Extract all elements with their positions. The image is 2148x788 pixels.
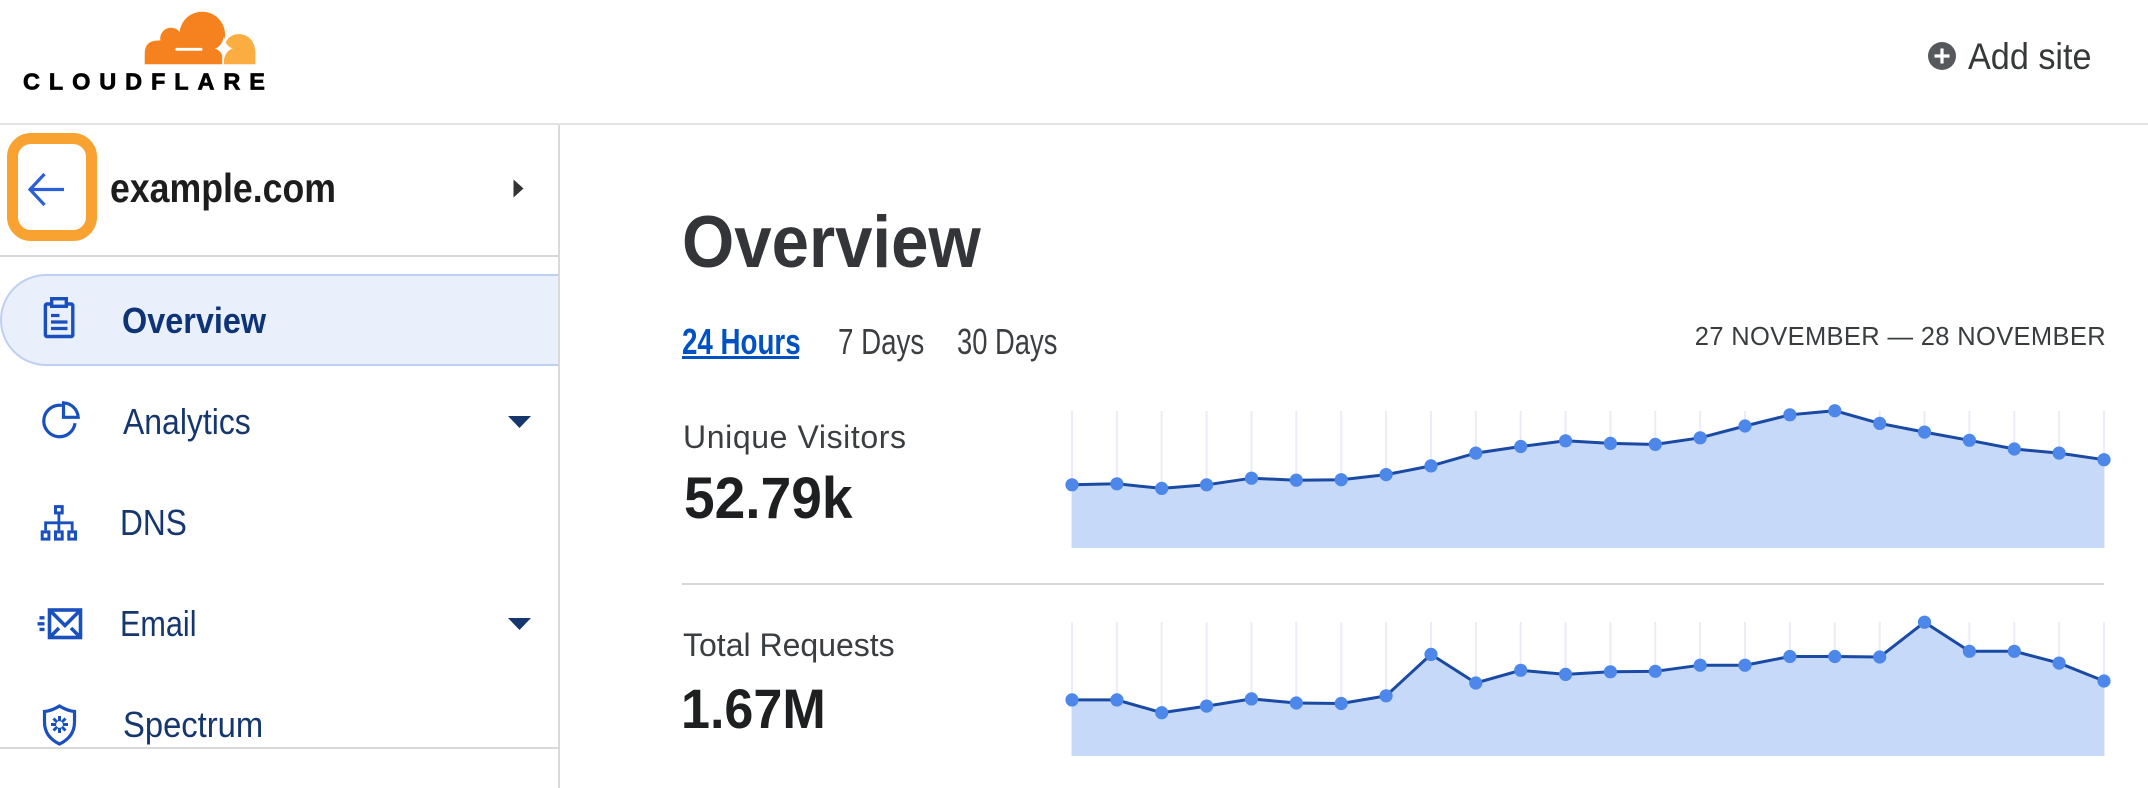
svg-text:CLOUDFLARE: CLOUDFLARE	[23, 69, 274, 95]
